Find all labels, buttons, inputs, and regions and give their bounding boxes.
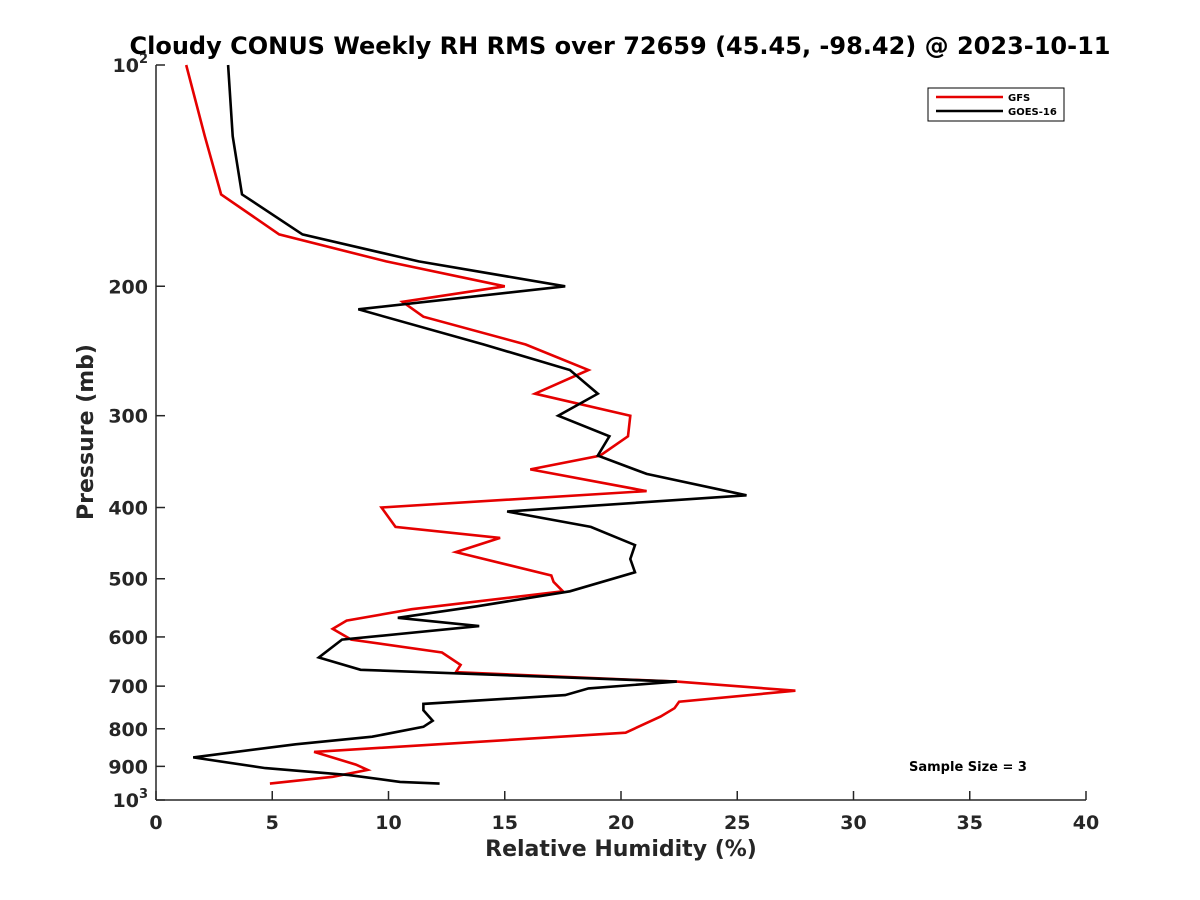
x-tick-label: 20 (608, 812, 634, 834)
y-tick-label: 102 (113, 52, 149, 77)
y-tick-label: 400 (108, 498, 148, 520)
x-tick-label: 35 (957, 812, 983, 834)
x-ticks: 0 5 10 15 20 25 30 35 40 (149, 791, 1099, 834)
x-tick-label: 5 (266, 812, 279, 834)
x-tick-label: 30 (840, 812, 866, 834)
legend-label-gfs: GFS (1008, 93, 1030, 104)
y-tick-label: 600 (108, 627, 148, 649)
y-tick-label: 103 (113, 787, 149, 812)
x-tick-label: 10 (375, 812, 401, 834)
y-tick-label: 900 (108, 756, 148, 778)
y-tick-label: 200 (108, 276, 148, 298)
legend: GFS GOES-16 (927, 87, 1065, 122)
y-tick-label: 700 (108, 676, 148, 698)
x-tick-label: 0 (149, 812, 162, 834)
x-tick-label: 40 (1073, 812, 1099, 834)
sample-size-annotation: Sample Size = 3 (909, 760, 1027, 775)
series-line-gfs (184, 64, 796, 785)
y-tick-label: 500 (108, 569, 148, 591)
series-line-goes16 (193, 64, 747, 785)
legend-box (927, 87, 1065, 122)
y-axis-label: Pressure (mb) (74, 344, 99, 520)
y-tick-label: 800 (108, 719, 148, 741)
y-ticks: 102 200 300 400 500 600 700 800 900 103 (108, 52, 165, 812)
x-tick-label: 15 (492, 812, 518, 834)
series-layer (184, 64, 796, 785)
legend-label-goes16: GOES-16 (1008, 107, 1057, 118)
x-axis-label: Relative Humidity (%) (485, 837, 757, 862)
y-tick-label: 300 (108, 406, 148, 428)
x-tick-label: 25 (724, 812, 750, 834)
chart-title: Cloudy CONUS Weekly RH RMS over 72659 (4… (130, 32, 1111, 60)
